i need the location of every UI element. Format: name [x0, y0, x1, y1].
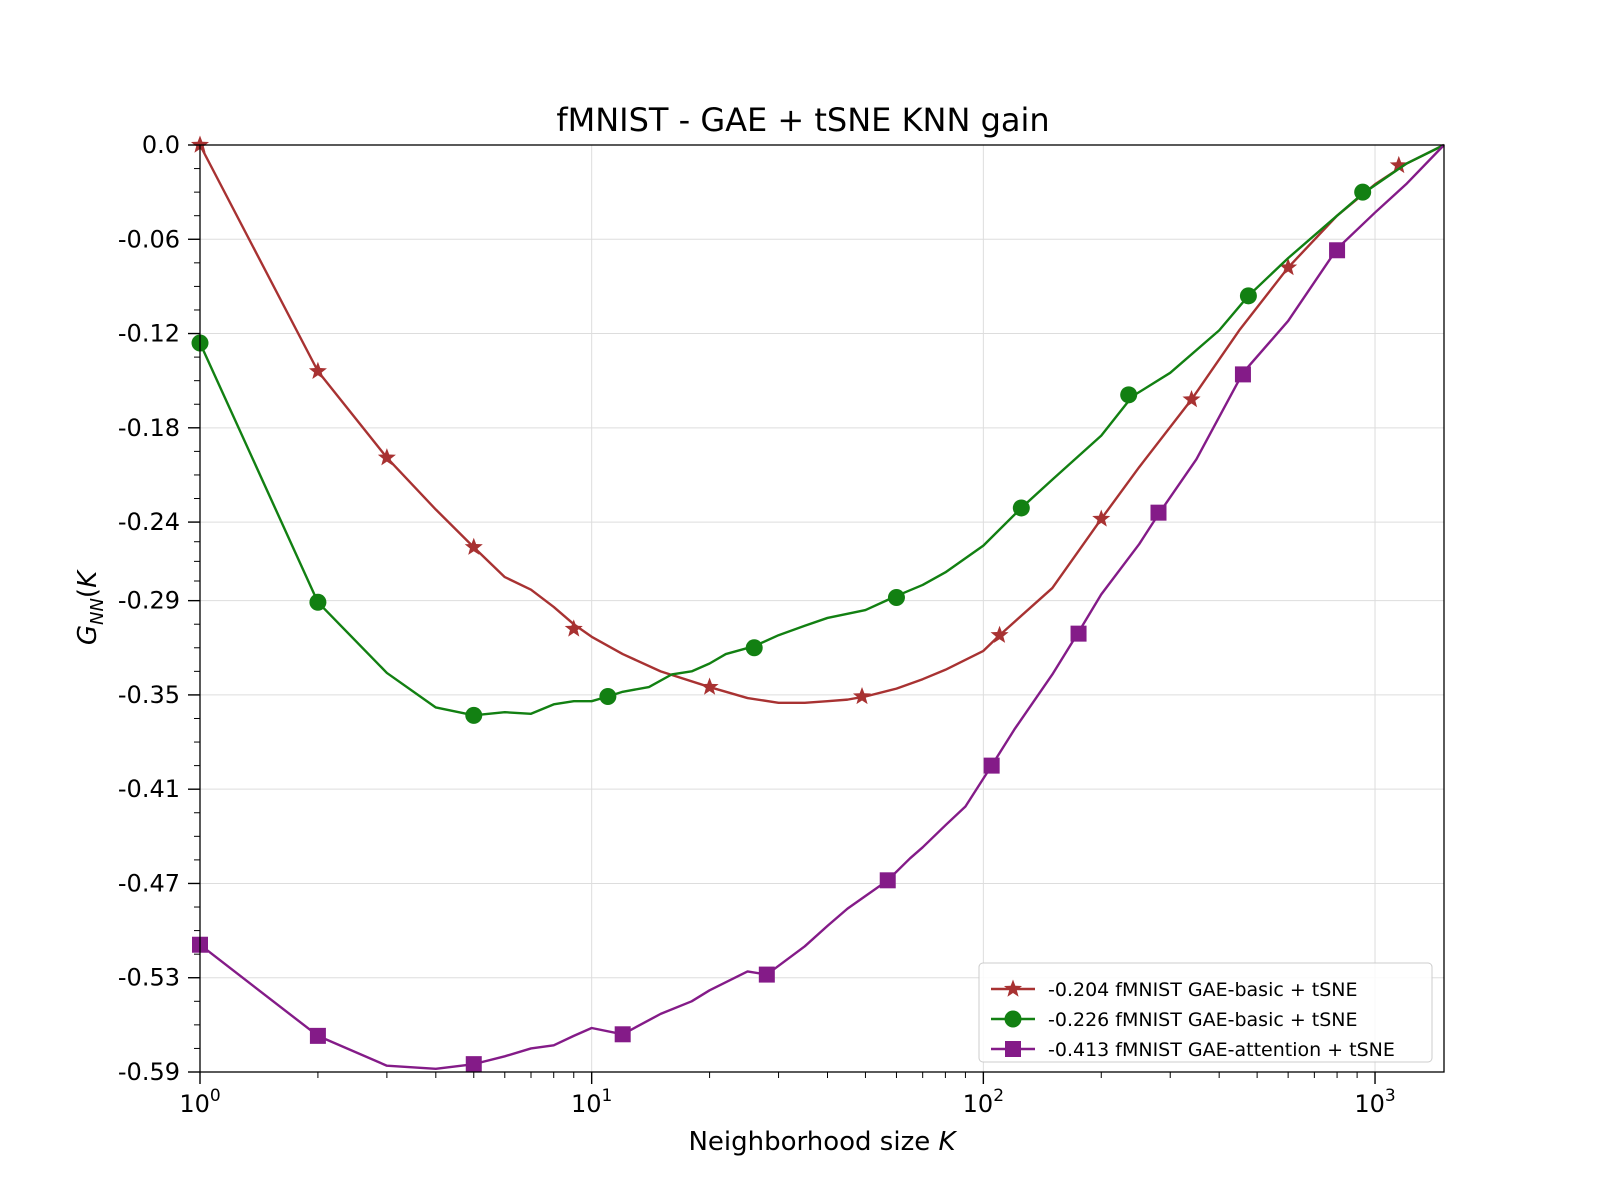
circle-marker: [309, 593, 327, 611]
legend-entry: -0.226 fMNIST GAE-basic + tSNE: [991, 1009, 1358, 1031]
y-axis-title-open: (: [73, 588, 103, 598]
x-tick-label: 101: [571, 1086, 612, 1118]
x-tick-label-base: 10: [571, 1090, 602, 1118]
square-marker: [309, 1027, 326, 1044]
circle-marker: [599, 687, 617, 705]
star-marker: [190, 135, 210, 153]
circle-marker: [1239, 287, 1257, 305]
circle-marker: [1120, 386, 1138, 404]
star-marker: [308, 361, 327, 379]
y-tick-label: -0.41: [118, 775, 180, 803]
y-axis-title-sub: NN: [87, 598, 108, 625]
x-axis-title-var: K: [938, 1127, 957, 1157]
star-marker: [1003, 979, 1023, 997]
legend-box: [978, 962, 1433, 1063]
square-marker: [879, 872, 896, 889]
plot-frame: [199, 144, 1445, 1073]
star-marker: [852, 686, 872, 705]
x-tick-label-exp: 0: [210, 1086, 221, 1106]
square-marker: [983, 757, 1000, 774]
x-tick-label-exp: 1: [602, 1086, 613, 1106]
series-2: [191, 143, 1445, 724]
legend-entry: -0.413 fMNIST GAE-attention + tSNE: [991, 1039, 1395, 1061]
y-tick-label: -0.47: [118, 869, 180, 897]
square-marker: [1234, 366, 1251, 383]
star-marker: [377, 448, 396, 466]
square-marker: [614, 1026, 631, 1043]
chart-title: fMNIST - GAE + tSNE KNN gain: [556, 101, 1049, 139]
series-1: [190, 135, 1445, 705]
star-marker: [1279, 258, 1298, 276]
axis-ticks: [188, 144, 1376, 1084]
square-marker: [1150, 504, 1167, 521]
y-tick-label: -0.12: [118, 320, 180, 348]
y-tick-label: -0.35: [118, 681, 180, 709]
circle-marker: [1012, 499, 1030, 517]
square-marker: [1329, 242, 1346, 259]
star-marker: [990, 625, 1009, 643]
x-axis-title: Neighborhood size K: [688, 1127, 957, 1157]
series-3: [192, 144, 1445, 1073]
series-line: [198, 143, 1445, 717]
legend-entry: -0.204 fMNIST GAE-basic + tSNE: [991, 979, 1358, 1001]
y-tick-label: -0.29: [118, 587, 180, 615]
series-line: [198, 143, 1445, 704]
star-marker: [464, 537, 483, 555]
grid: [199, 144, 1444, 1073]
y-axis-title: GNN(K: [73, 569, 108, 645]
y-tick-label: -0.06: [118, 225, 180, 253]
square-marker: [465, 1056, 482, 1073]
x-tick-label: 103: [1354, 1086, 1395, 1118]
circle-marker: [745, 639, 763, 657]
y-tick-label: -0.53: [118, 964, 180, 992]
series-line: [199, 144, 1445, 1071]
x-tick-label: 102: [963, 1086, 1004, 1118]
y-axis-title-arg: K: [73, 569, 103, 588]
x-tick-label-exp: 2: [993, 1086, 1004, 1106]
y-tick-labels: 0.0 -0.06 -0.12 -0.18 -0.24 -0.29 -0.35 -0.41 -0…: [118, 131, 180, 1086]
square-marker: [1005, 1041, 1021, 1057]
x-tick-label-base: 10: [1354, 1090, 1385, 1118]
square-marker: [1070, 625, 1087, 642]
y-tick-label: 0.0: [142, 131, 180, 159]
y-tick-label: -0.18: [118, 414, 180, 442]
x-tick-label-base: 10: [963, 1090, 994, 1118]
legend-label: -0.226 fMNIST GAE-basic + tSNE: [1048, 1009, 1358, 1031]
circle-marker: [887, 589, 905, 607]
legend-label: -0.204 fMNIST GAE-basic + tSNE: [1048, 979, 1358, 1001]
x-tick-label-exp: 3: [1385, 1086, 1396, 1106]
star-marker: [700, 677, 719, 695]
y-axis-title-main: G: [73, 625, 103, 645]
legend-entries: -0.204 fMNIST GAE-basic + tSNE -0.226 fMN…: [991, 979, 1395, 1061]
x-tick-label-base: 10: [179, 1090, 210, 1118]
x-tick-labels: 100 101 102 103: [179, 1086, 1395, 1118]
y-tick-label: -0.24: [118, 508, 180, 536]
circle-marker: [1354, 183, 1372, 201]
legend-label: -0.413 fMNIST GAE-attention + tSNE: [1048, 1039, 1395, 1061]
y-tick-label: -0.59: [118, 1058, 180, 1086]
star-marker: [1092, 509, 1111, 527]
legend: -0.204 fMNIST GAE-basic + tSNE -0.226 fMN…: [978, 962, 1433, 1063]
circle-marker: [1004, 1010, 1022, 1028]
star-marker: [1389, 155, 1408, 174]
series-layer: [190, 135, 1445, 1073]
x-axis-title-text: Neighborhood size: [688, 1127, 930, 1157]
x-tick-label: 100: [179, 1086, 220, 1118]
star-marker: [564, 619, 583, 637]
star-marker: [1182, 390, 1201, 408]
square-marker: [758, 966, 775, 983]
circle-marker: [465, 706, 483, 724]
